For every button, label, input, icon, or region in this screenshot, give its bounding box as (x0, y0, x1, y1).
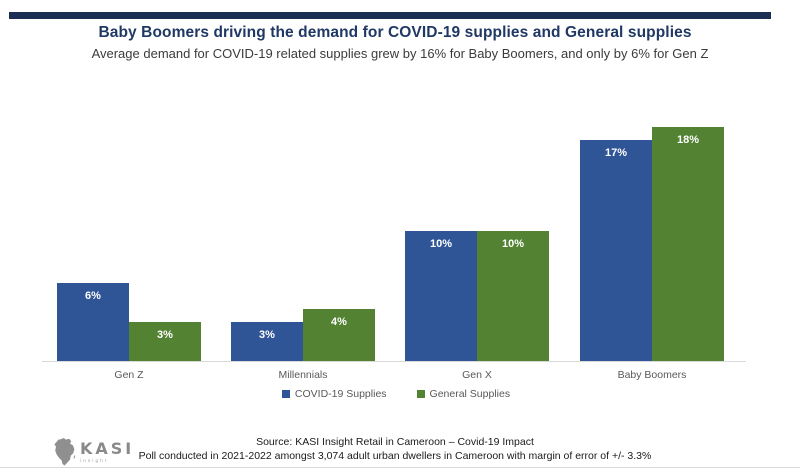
bottom-divider (0, 467, 800, 468)
category-label-baby-boomers: Baby Boomers (617, 369, 687, 381)
bar-value-label: 18% (676, 134, 700, 146)
category-label-gen-z: Gen Z (114, 369, 144, 381)
source-line-1: Source: KASI Insight Retail in Cameroon … (256, 436, 534, 448)
source-note: Source: KASI Insight Retail in Cameroon … (0, 436, 790, 463)
legend-swatch-icon (281, 390, 290, 398)
bar-value-label: 6% (85, 290, 101, 302)
bar-covid-19-supplies-gen-z: 6% (57, 283, 129, 361)
top-divider-bar (9, 12, 771, 19)
chart-title: Baby Boomers driving the demand for COVI… (98, 24, 692, 41)
category-label-millennials: Millennials (278, 369, 328, 381)
bar-covid-19-supplies-gen-x: 10% (405, 231, 477, 361)
bar-general-supplies-gen-z: 3% (129, 322, 201, 361)
legend-item-covid-19-supplies: COVID-19 Supplies (281, 388, 387, 400)
bar-group-gen-z: 6% 3% Gen Z (57, 283, 201, 381)
bar-value-label: 10% (501, 238, 525, 250)
legend-item-general-supplies: General Supplies (416, 388, 511, 400)
grouped-bar-chart: 6% 3% Gen Z 3% 4% Millennials 10% 10% Gen X 17% 18… (42, 82, 746, 381)
kasi-logo: KASI insight (52, 438, 134, 466)
source-line-2: Poll conducted in 2021-2022 amongst 3,07… (138, 449, 652, 462)
logo-tagline: insight (80, 457, 109, 463)
bar-value-label: 10% (429, 238, 453, 250)
x-axis-line (42, 361, 746, 362)
category-label-gen-x: Gen X (462, 369, 492, 381)
bar-group-gen-x: 10% 10% Gen X (405, 231, 549, 381)
bar-covid-19-supplies-baby-boomers: 17% (580, 140, 652, 361)
bar-group-millennials: 3% 4% Millennials (231, 309, 375, 381)
bar-general-supplies-millennials: 4% (303, 309, 375, 361)
bar-value-label: 3% (259, 329, 275, 341)
bar-covid-19-supplies-millennials: 3% (231, 322, 303, 361)
legend-label: COVID-19 Supplies (294, 388, 387, 400)
bar-value-label: 4% (331, 316, 347, 328)
legend-swatch-icon (416, 390, 425, 398)
logo-wordmark: KASI (80, 438, 135, 458)
bar-group-baby-boomers: 17% 18% Baby Boomers (580, 127, 724, 381)
chart-subtitle: Average demand for COVID-19 related supp… (91, 46, 709, 61)
bar-value-label: 17% (604, 147, 628, 159)
bar-general-supplies-baby-boomers: 18% (652, 127, 724, 361)
legend-label: General Supplies (429, 388, 511, 400)
bar-general-supplies-gen-x: 10% (477, 231, 549, 361)
chart-legend: COVID-19 Supplies General Supplies (0, 388, 792, 400)
bar-value-label: 3% (157, 329, 173, 341)
africa-map-icon (54, 438, 76, 466)
